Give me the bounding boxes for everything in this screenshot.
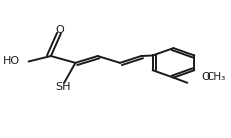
Text: HO: HO bbox=[3, 56, 20, 67]
Text: O: O bbox=[201, 72, 210, 82]
Text: O: O bbox=[55, 25, 64, 35]
Text: SH: SH bbox=[55, 82, 70, 92]
Text: CH₃: CH₃ bbox=[206, 72, 225, 82]
